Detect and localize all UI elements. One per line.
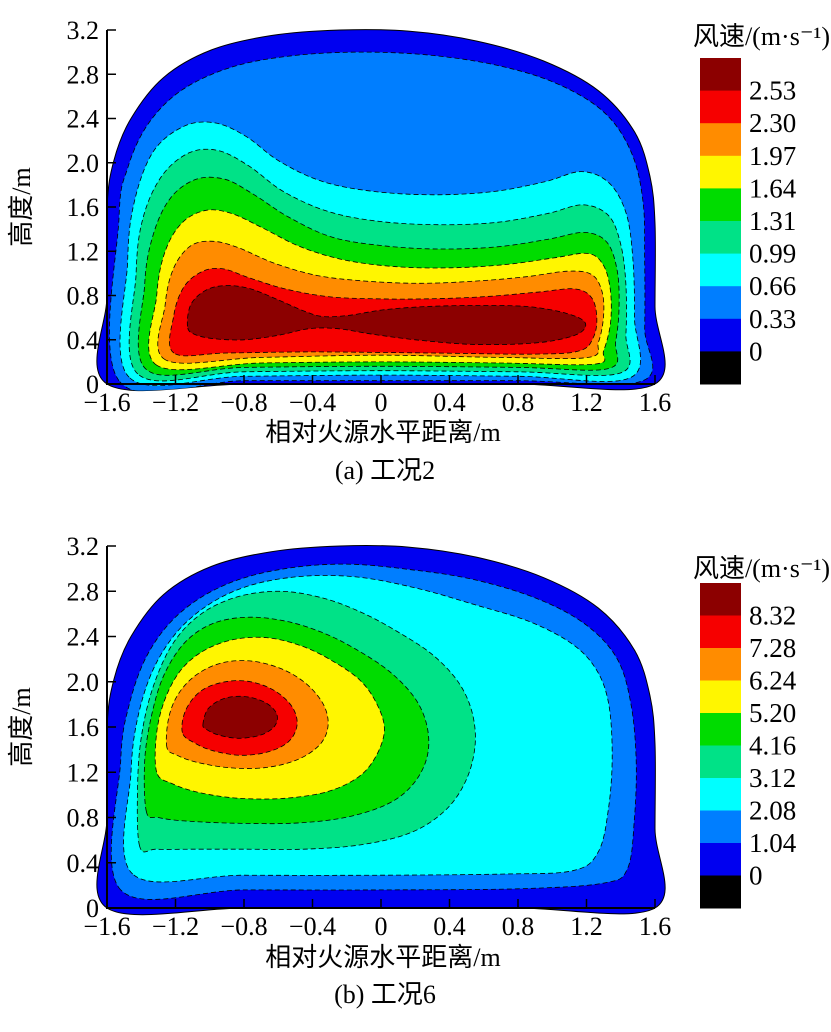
colorbar-segment xyxy=(700,680,741,714)
colorbar-segment xyxy=(700,778,741,811)
x-tick-label: 0 xyxy=(375,388,388,417)
y-tick-label: 3.2 xyxy=(67,532,100,561)
colorbar-segment xyxy=(700,318,741,352)
colorbar-label: 0.33 xyxy=(749,304,796,334)
y-tick-label: 0.4 xyxy=(67,326,100,355)
colorbar-label: 3.12 xyxy=(749,763,796,793)
x-tick-label: −1.2 xyxy=(152,388,199,417)
colorbar-label: 4.16 xyxy=(749,731,796,761)
y-tick-label: 2.8 xyxy=(67,60,100,89)
colorbar-segment xyxy=(700,123,741,157)
y-tick-label: 2.0 xyxy=(67,668,100,697)
y-tick-label: 1.2 xyxy=(67,237,100,266)
y-tick-label: 1.6 xyxy=(67,193,100,222)
colorbar-label: 2.53 xyxy=(749,76,796,106)
contour-plot-condition-2: −1.6 −1.2 −0.8 −0.4 0 0.4 0.8 1.2 1.6 0 0.4 0.8 1.2 1… xyxy=(7,16,830,485)
colorbar-segment xyxy=(700,253,741,287)
colorbar-label: 0.99 xyxy=(749,239,796,269)
y-tick-label: 2.0 xyxy=(67,149,100,178)
x-tick-label: 1.6 xyxy=(639,388,672,417)
colorbar-segment xyxy=(700,615,741,649)
colorbar-label: 0 xyxy=(749,336,763,366)
colorbar-label: 1.97 xyxy=(749,141,796,171)
x-tick-label: 0.4 xyxy=(433,912,466,941)
colorbar-segment xyxy=(700,188,741,222)
x-tick-label: −0.8 xyxy=(220,388,267,417)
colorbar-label: 2.08 xyxy=(749,796,796,826)
colorbar-segment xyxy=(700,843,741,876)
y-tick-label: 1.2 xyxy=(67,758,100,787)
y-tick-label: 3.2 xyxy=(67,16,100,45)
x-tick-label: −1.6 xyxy=(83,912,130,941)
colorbar-label: 6.24 xyxy=(749,666,797,696)
y-tick-label: 0.4 xyxy=(67,849,100,878)
colorbar-label: 2.30 xyxy=(749,108,796,138)
x-tick-label: 0.4 xyxy=(433,388,466,417)
x-tick-label: −0.8 xyxy=(220,912,267,941)
colorbar-segment xyxy=(700,286,741,320)
colorbar-title: 风速/(m·s⁻¹) xyxy=(693,554,830,583)
colorbar-label: 0 xyxy=(749,861,763,891)
colorbar-segment xyxy=(700,713,741,746)
subplot-caption: (b) 工况6 xyxy=(334,980,436,1009)
subplot-caption: (a) 工况2 xyxy=(335,456,435,485)
colorbar-label: 1.04 xyxy=(749,828,797,858)
colorbar-label: 7.28 xyxy=(749,633,796,663)
x-tick-label: 0.8 xyxy=(502,912,535,941)
contour-plot-generated: −1.6 −1.2 −0.8 −0.4 0 0.4 0.8 1.2 1.6 0 0.4 0.8 1.2 1… xyxy=(67,532,797,941)
colorbar-segment xyxy=(700,90,741,124)
y-axis-label: 高度/m xyxy=(7,167,36,246)
x-tick-label: 0.8 xyxy=(502,388,535,417)
y-tick-label: 2.8 xyxy=(67,577,100,606)
y-tick-label: 0 xyxy=(86,370,99,399)
colorbar-segment xyxy=(700,583,741,616)
x-tick-label: −1.2 xyxy=(152,912,199,941)
x-tick-label: 1.2 xyxy=(570,912,603,941)
contour-plot-condition-6: −1.6 −1.2 −0.8 −0.4 0 0.4 0.8 1.2 1.6 0 0.4 0.8 1.2 1… xyxy=(7,532,830,1009)
x-axis-label: 相对火源水平距离/m xyxy=(265,943,500,972)
y-tick-label: 2.4 xyxy=(67,623,100,652)
colorbar-label: 8.32 xyxy=(749,601,796,631)
colorbar-segment xyxy=(700,810,741,844)
colorbar-segment xyxy=(700,875,741,909)
x-tick-label: 1.6 xyxy=(639,912,672,941)
colorbar-label: 5.20 xyxy=(749,698,796,728)
colorbar-label: 0.66 xyxy=(749,271,796,301)
x-tick-label: −0.4 xyxy=(289,388,336,417)
colorbar-title: 风速/(m·s⁻¹) xyxy=(693,22,830,51)
contour-band-2.53 xyxy=(186,285,587,346)
colorbar-segment xyxy=(700,351,741,385)
y-tick-label: 0 xyxy=(86,894,99,923)
contour-band-8.32 xyxy=(202,695,278,739)
colorbar-segment xyxy=(700,745,741,779)
colorbar-segment xyxy=(700,58,741,92)
x-tick-label: 0 xyxy=(375,912,388,941)
colorbar-segment xyxy=(700,155,741,189)
y-tick-label: 1.6 xyxy=(67,713,100,742)
y-tick-label: 0.8 xyxy=(67,282,100,311)
colorbar-label: 1.64 xyxy=(749,173,797,203)
x-tick-label: −1.6 xyxy=(83,388,130,417)
colorbar-label: 1.31 xyxy=(749,206,796,236)
y-tick-label: 0.8 xyxy=(67,804,100,833)
colorbar-segment xyxy=(700,648,741,681)
y-tick-label: 2.4 xyxy=(67,105,100,134)
colorbar-segment xyxy=(700,221,741,255)
y-axis-label: 高度/m xyxy=(7,687,36,766)
x-tick-label: −0.4 xyxy=(289,912,336,941)
x-axis-label: 相对火源水平距离/m xyxy=(265,418,500,447)
x-tick-label: 1.2 xyxy=(570,388,603,417)
contour-plot-generated: −1.6 −1.2 −0.8 −0.4 0 0.4 0.8 1.2 1.6 0 0.4 0.8 1.2 1… xyxy=(67,16,797,417)
